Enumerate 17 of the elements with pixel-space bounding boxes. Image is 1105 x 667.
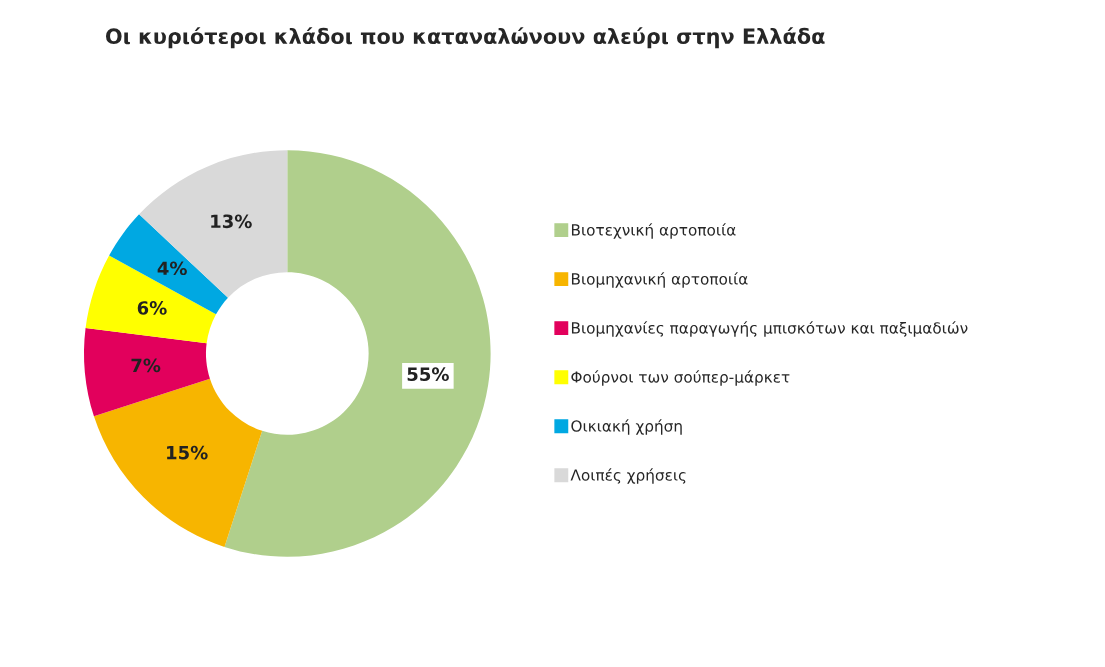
legend-label: Λοιπές χρήσεις [570, 468, 686, 484]
data-label: 55% [407, 367, 449, 382]
chart-title: Οι κυριότεροι κλάδοι που καταναλώνουν αλεύρι στην Ελλάδα [105, 27, 825, 49]
data-label: 13% [211, 214, 252, 229]
data-label: 4% [157, 261, 187, 276]
data-label: 6% [137, 301, 167, 315]
donut-slice [83, 328, 210, 417]
legend-label: Βιομηχανίες παραγωγής μπισκότων και παξιμαδιών [571, 321, 968, 337]
legend-label: Βιοτεχνική αρτοποιία [571, 223, 736, 239]
data-label: 7% [131, 358, 161, 373]
legend-label: Βιομηχανική αρτοποιία [571, 272, 748, 288]
donut-slice [139, 150, 288, 298]
legend-label: Οικιακή χρήση [571, 419, 682, 435]
legend-label: Φούρνοι των σούπερ-μάρκετ [571, 370, 790, 386]
donut-slice [93, 378, 263, 547]
data-label: 15% [167, 445, 208, 460]
donut-slice [85, 255, 217, 344]
